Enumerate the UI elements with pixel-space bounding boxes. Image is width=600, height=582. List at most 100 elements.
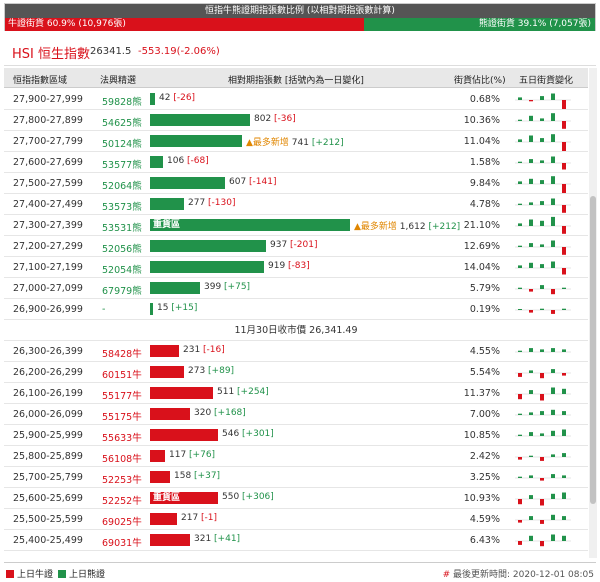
index-change: -553.19(-2.06%)	[138, 46, 220, 57]
quantity-bar	[150, 93, 155, 105]
trend-bar	[540, 349, 544, 352]
table-row: 26,200-26,299 60151牛 273 [+89] 5.54%	[4, 362, 588, 383]
quantity-bar	[150, 282, 200, 294]
trend-bar	[562, 287, 566, 289]
count-change: [+41]	[214, 534, 241, 544]
bear-swatch-icon	[58, 569, 66, 578]
close-price-divider: 11月30日收市價 26,341.49	[4, 320, 588, 341]
count-cell: ▲最多新增 741 [+212]	[246, 135, 344, 148]
table-row: 26,900-26,999 - 15 [+15] 0.19%	[4, 299, 588, 320]
count-value: 231	[183, 345, 204, 355]
index-header: HSI 恒生指數 26341.5 -553.19(-2.06%)	[4, 36, 596, 66]
share-pct-cell: 10.85%	[463, 430, 500, 441]
trend-bar	[551, 387, 555, 394]
trend-bar	[518, 139, 522, 142]
trend-bar	[562, 308, 566, 310]
trend-bar	[529, 219, 533, 226]
trend-bar	[562, 492, 566, 499]
trend-bar	[518, 309, 522, 310]
warrant-code-link[interactable]: 52252牛	[102, 496, 142, 507]
heavy-zone-label: 重貨區	[153, 493, 181, 503]
warrant-code-link[interactable]: 52253牛	[102, 475, 142, 486]
warrant-code-link[interactable]: 69025牛	[102, 517, 142, 528]
trend-bar	[540, 138, 544, 142]
trend-bar	[562, 535, 566, 541]
trend-bar	[529, 432, 533, 436]
share-pct-cell: 5.79%	[469, 283, 500, 294]
warrant-code-link[interactable]: 52056熊	[102, 244, 142, 255]
table-row: 27,200-27,299 52056熊 937 [-201] 12.69%	[4, 236, 588, 257]
trend-bar	[518, 373, 522, 377]
newest-marker: ▲最多新增	[354, 222, 400, 232]
warrant-code-link[interactable]: 59828熊	[102, 97, 142, 108]
trend-bar	[518, 413, 522, 415]
warrant-code-link[interactable]: 53573熊	[102, 202, 142, 213]
five-day-trend-chart	[515, 113, 571, 129]
five-day-trend-chart	[515, 534, 571, 547]
trend-bar	[551, 369, 555, 373]
scrollbar-thumb[interactable]	[590, 196, 596, 504]
table-row: 27,800-27,899 54625熊 802 [-36] 10.36%	[4, 110, 588, 131]
range-cell: 25,800-25,899	[13, 451, 83, 462]
table-row: 26,300-26,399 58428牛 231 [-16] 4.55%	[4, 341, 588, 362]
warrant-code-link[interactable]: 53531熊	[102, 223, 142, 234]
trend-bar	[551, 348, 555, 352]
count-value: 550	[222, 492, 243, 502]
five-day-trend-chart	[515, 156, 571, 170]
warrant-code-link[interactable]: 50124熊	[102, 139, 142, 150]
trend-bar	[551, 493, 555, 499]
range-cell: 26,000-26,099	[13, 409, 83, 420]
quantity-bar	[150, 534, 190, 546]
count-change: [+168]	[214, 408, 246, 418]
trend-bar	[562, 268, 566, 275]
trend-bar	[518, 520, 522, 523]
warrant-code-link[interactable]: 67979熊	[102, 286, 142, 297]
warrant-code-link[interactable]: 69031牛	[102, 538, 142, 549]
trend-bar	[529, 412, 533, 415]
quantity-bar	[150, 471, 170, 483]
index-name[interactable]: HSI 恒生指數	[12, 47, 90, 62]
trend-bar	[529, 516, 533, 520]
table-row: 27,500-27,599 52064熊 607 [-141] 9.84%	[4, 173, 588, 194]
quantity-bar: 重貨區	[150, 219, 350, 231]
bull-ratio-segment: 牛證街貨 60.9% (10,976張)	[5, 18, 365, 31]
share-pct-cell: 10.36%	[463, 115, 500, 126]
count-change: [+301]	[242, 429, 274, 439]
warrant-code-link[interactable]: 54625熊	[102, 118, 142, 129]
table-row: 27,700-27,799 50124熊 ▲最多新增 741 [+212] 11.04…	[4, 131, 588, 152]
warrant-code-link[interactable]: 55633牛	[102, 433, 142, 444]
count-change: [+37]	[194, 471, 221, 481]
warrant-code-link[interactable]: 56108牛	[102, 454, 142, 465]
quantity-bar	[150, 408, 190, 420]
count-value: 158	[174, 471, 195, 481]
five-day-trend-chart	[515, 134, 571, 151]
trend-bar	[529, 178, 533, 184]
trend-bar	[562, 184, 566, 193]
warrant-code-link[interactable]: 55177牛	[102, 391, 142, 402]
share-pct-cell: 11.04%	[463, 136, 500, 147]
share-pct-cell: 0.19%	[469, 304, 500, 315]
warrant-code-link[interactable]: 60151牛	[102, 370, 142, 381]
warrant-code-link[interactable]: 52054熊	[102, 265, 142, 276]
warrant-code-link[interactable]: 52064熊	[102, 181, 142, 192]
count-value: 277	[188, 198, 209, 208]
range-cell: 27,900-27,999	[13, 94, 83, 105]
trend-bar	[551, 454, 555, 457]
warrant-code-link[interactable]: 58428牛	[102, 349, 142, 360]
table-row: 27,300-27,399 53531熊 重貨區 ▲最多新增 1,612 [+212]…	[4, 215, 588, 236]
count-change: [+212]	[311, 138, 344, 148]
warrant-code-link[interactable]: 55175牛	[102, 412, 142, 423]
count-cell: 607 [-141]	[229, 177, 277, 187]
trend-bar	[551, 113, 555, 121]
share-pct-cell: 1.58%	[469, 157, 500, 168]
trend-bar	[551, 534, 555, 541]
trend-bar	[518, 499, 522, 505]
trend-bar	[540, 499, 544, 506]
warrant-code-link[interactable]: 53577熊	[102, 160, 142, 171]
share-pct-cell: 4.55%	[469, 346, 500, 357]
quantity-bar	[150, 240, 266, 252]
trend-bar	[518, 394, 522, 400]
table-scrollbar[interactable]	[589, 68, 597, 558]
trend-bar	[562, 100, 566, 109]
legend-bear-label: 上日熊證	[69, 570, 106, 580]
